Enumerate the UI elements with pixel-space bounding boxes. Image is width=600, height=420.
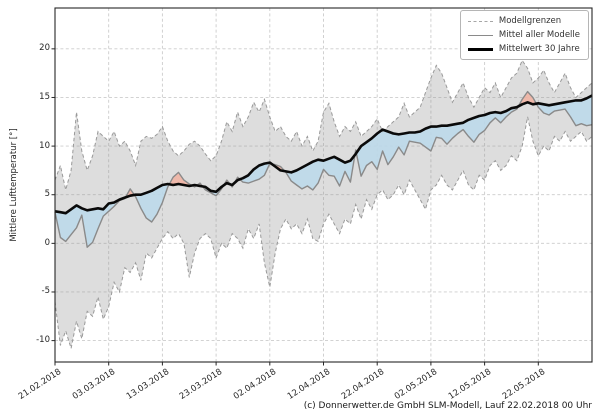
below-normal-fill: [356, 106, 519, 177]
y-axis-label: Mittlere Lufttemperatur [°]: [9, 128, 19, 242]
climate-mean-line: [54, 94, 593, 215]
chart-legend: Modellgrenzen Mittel aller Modelle Mitte…: [459, 10, 589, 60]
below-normal-fill: [239, 162, 272, 184]
legend-item-mittelwert-30-jahre: Mittelwert 30 Jahre: [467, 43, 580, 55]
legend-label-mittelwert-30-jahre: Mittelwert 30 Jahre: [498, 43, 580, 54]
lower-bound-line: [54, 116, 593, 349]
y-tick-label: 20: [39, 43, 50, 54]
dashed-line-sample: [467, 20, 493, 22]
below-normal-fill: [55, 197, 126, 248]
legend-label-modellgrenzen: Modellgrenzen: [498, 15, 562, 26]
model-mean-line: [54, 90, 593, 248]
y-tick-label: 10: [39, 140, 50, 151]
legend-item-modellgrenzen: Modellgrenzen: [467, 15, 580, 27]
below-normal-fill: [536, 95, 592, 126]
gray-line-sample: [467, 34, 493, 36]
below-normal-fill: [134, 184, 170, 222]
upper-bound-line: [54, 59, 593, 191]
copyright-caption: (c) Donnerwetter.de GmbH SLM-Modell, Lau…: [303, 401, 592, 411]
legend-label-mittel-aller-modelle: Mittel aller Modelle: [498, 29, 580, 40]
black-line-sample: [467, 47, 493, 51]
y-tick-label: 0: [44, 237, 50, 248]
y-tick-label: 15: [39, 91, 50, 102]
legend-item-mittel-aller-modelle: Mittel aller Modelle: [467, 29, 580, 41]
y-tick-label: -10: [36, 335, 50, 346]
y-tick-label: 5: [44, 189, 50, 200]
y-tick-label: -5: [41, 286, 50, 297]
